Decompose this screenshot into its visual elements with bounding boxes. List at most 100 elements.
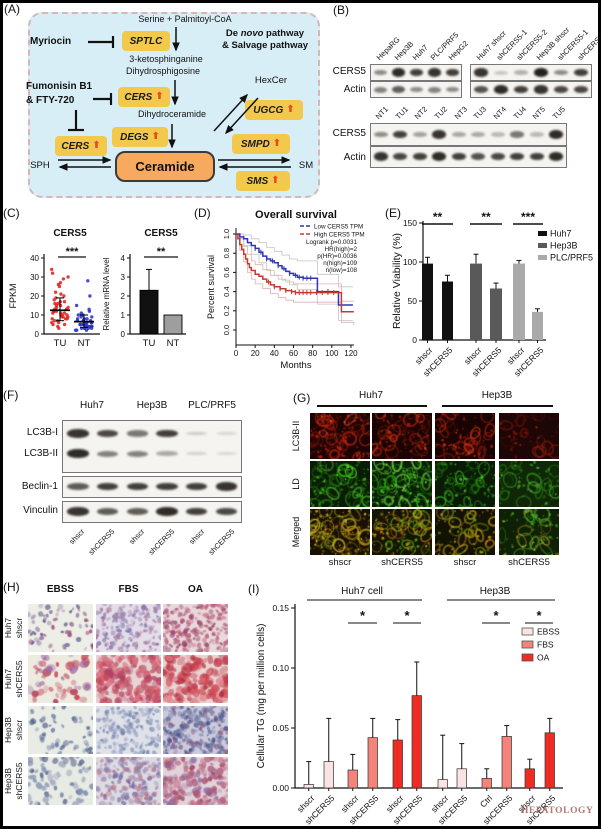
lane-label: NT1 bbox=[373, 104, 391, 121]
svg-text:150: 150 bbox=[403, 218, 417, 228]
blot-box bbox=[370, 81, 462, 98]
blot-band bbox=[156, 429, 178, 438]
node-dihydrosphingosine: Dihydrosphigosine bbox=[125, 66, 201, 76]
blot-band bbox=[493, 85, 509, 94]
micrograph bbox=[28, 655, 93, 703]
hist-row-huh7-shscr: Huh7 shscr bbox=[3, 617, 24, 639]
node-ceramide: Ceramide bbox=[115, 151, 215, 182]
svg-text:*: * bbox=[404, 608, 410, 623]
micrograph bbox=[499, 461, 559, 507]
pathway-title-pathway: pathway bbox=[263, 28, 305, 39]
hist-col-oa: OA bbox=[188, 584, 203, 595]
svg-text:0.05: 0.05 bbox=[272, 723, 289, 733]
blot-band bbox=[451, 152, 466, 161]
blot-band bbox=[156, 482, 178, 491]
svg-text:0.8: 0.8 bbox=[222, 248, 231, 258]
blot-band bbox=[67, 449, 89, 458]
micrograph bbox=[372, 461, 432, 507]
hist-row-hep3b-shcers5: Hep3B shCERS5 bbox=[3, 762, 24, 800]
svg-text:0: 0 bbox=[121, 330, 126, 339]
micrograph-image bbox=[96, 706, 161, 754]
micrograph-image bbox=[435, 509, 495, 555]
inhibitor-fty-720: & FTY-720 bbox=[26, 95, 75, 106]
blot-band bbox=[513, 85, 529, 94]
blot-box bbox=[370, 146, 567, 168]
micrograph-image bbox=[163, 706, 228, 754]
svg-text:0.00: 0.00 bbox=[272, 783, 289, 793]
enzyme-cers-label: CERS bbox=[124, 91, 153, 103]
blot-band bbox=[471, 132, 486, 137]
inhibitor-myriocin: Myriocin bbox=[30, 36, 72, 47]
panel-label-g: (G) bbox=[293, 391, 311, 405]
panel-label-e: (E) bbox=[385, 206, 401, 220]
blot-row-label-beclin1: Beclin-1 bbox=[21, 481, 58, 492]
node-ketosphinganine: 3-ketosphinganine bbox=[129, 54, 203, 64]
micrograph-image bbox=[310, 461, 370, 507]
svg-text:FBS: FBS bbox=[537, 640, 554, 650]
blot-band bbox=[373, 131, 388, 138]
blot-band bbox=[156, 451, 178, 456]
svg-text:0.6: 0.6 bbox=[222, 267, 231, 277]
svg-text:30: 30 bbox=[30, 273, 39, 282]
micrograph-image bbox=[163, 757, 228, 805]
svg-text:0.10: 0.10 bbox=[272, 663, 289, 673]
blot-band bbox=[393, 152, 408, 161]
micrograph bbox=[435, 461, 495, 507]
lane-label: NT3 bbox=[452, 104, 470, 121]
hist-col-fbs: FBS bbox=[118, 584, 139, 595]
micrograph-image bbox=[372, 461, 432, 507]
enzyme-cers-label: CERS bbox=[61, 140, 90, 152]
blot-box bbox=[62, 420, 242, 473]
svg-text:TU: TU bbox=[143, 338, 156, 349]
blot-band bbox=[126, 450, 148, 457]
lane-label: shscr bbox=[187, 527, 207, 547]
blot-band bbox=[391, 86, 405, 93]
blot-band bbox=[215, 507, 237, 516]
blot-band bbox=[67, 483, 89, 490]
blot-band bbox=[445, 86, 459, 93]
blot-band bbox=[490, 152, 505, 161]
svg-text:0.2: 0.2 bbox=[222, 306, 231, 316]
lane-label: shscr bbox=[67, 527, 87, 547]
blot-band bbox=[373, 152, 388, 161]
micrograph-image bbox=[28, 706, 93, 754]
blot-band bbox=[471, 152, 486, 161]
inhibitor-fumonisin-b1: Fumonisin B1 bbox=[26, 81, 93, 92]
blot-band bbox=[553, 85, 569, 94]
lane-label: TU5 bbox=[550, 104, 568, 121]
enzyme-box-degs: DEGS ⬆ bbox=[112, 127, 168, 147]
blot-band bbox=[215, 482, 237, 491]
blot-band bbox=[185, 431, 208, 436]
enzyme-box-cers-1: CERS ⬆ bbox=[118, 87, 170, 107]
svg-text:40: 40 bbox=[30, 254, 39, 263]
panel-label-a: (A) bbox=[4, 2, 20, 16]
micrograph bbox=[96, 655, 161, 703]
micrograph-image bbox=[28, 604, 93, 652]
micrograph bbox=[28, 706, 93, 754]
lane-label: shscr bbox=[453, 557, 477, 568]
micrograph bbox=[163, 706, 228, 754]
blot-band bbox=[529, 132, 544, 137]
blot-band bbox=[432, 152, 447, 161]
node-dihydroceramide: Dihydroceramide bbox=[137, 109, 207, 119]
blot-row-label-cers5: CERS5 bbox=[332, 128, 366, 139]
svg-text:EBSS: EBSS bbox=[537, 627, 560, 637]
blot-band bbox=[451, 132, 466, 137]
blot-band bbox=[126, 508, 148, 515]
group-underline bbox=[317, 405, 427, 407]
up-arrow-icon: ⬆ bbox=[271, 175, 280, 186]
micrograph bbox=[310, 509, 370, 555]
svg-text:Hep3B: Hep3B bbox=[550, 241, 578, 251]
panel-label-d: (D) bbox=[194, 206, 211, 220]
blot-band bbox=[373, 86, 387, 93]
svg-text:20: 20 bbox=[251, 349, 260, 358]
micrograph bbox=[163, 757, 228, 805]
enzyme-box-cers-2: CERS ⬆ bbox=[55, 136, 107, 156]
blot-col-huh7: Huh7 bbox=[80, 400, 104, 411]
blot-bands-cers5 bbox=[371, 66, 461, 79]
micrograph bbox=[372, 413, 432, 459]
blot-band bbox=[96, 508, 119, 515]
blot-band bbox=[373, 69, 387, 76]
micrograph-image bbox=[310, 509, 370, 555]
